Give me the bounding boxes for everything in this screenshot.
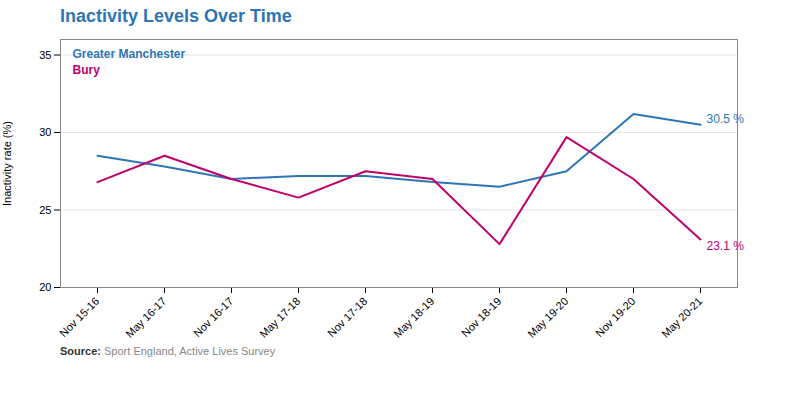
html-text:Source: Sport England, Active: Source: Sport England, Active Lives Surv… [60, 345, 276, 357]
svg-text:Nov 19-20: Nov 19-20 [593, 295, 637, 339]
svg-text:Nov 15-16: Nov 15-16 [57, 295, 101, 339]
svg-text:May 18-19: May 18-19 [391, 295, 436, 340]
html-text:Inactivity Levels Over Time: Inactivity Levels Over Time [60, 6, 292, 26]
svg-text:23.1 %: 23.1 % [707, 239, 745, 253]
svg-text:Inactivity rate (%): Inactivity rate (%) [1, 121, 13, 206]
svg-text:May 17-18: May 17-18 [257, 295, 302, 340]
svg-text:Bury: Bury [73, 63, 101, 77]
svg-text:30.5 %: 30.5 % [707, 112, 745, 126]
svg-text:30: 30 [39, 126, 51, 138]
svg-text:25: 25 [39, 204, 51, 216]
svg-text:May 20-21: May 20-21 [659, 295, 704, 340]
svg-text:20: 20 [39, 281, 51, 293]
svg-text:Nov 17-18: Nov 17-18 [325, 295, 369, 339]
svg-text:35: 35 [39, 49, 51, 61]
svg-text:May 19-20: May 19-20 [525, 295, 570, 340]
svg-text:Nov 18-19: Nov 18-19 [459, 295, 503, 339]
svg-text:Nov 16-17: Nov 16-17 [191, 295, 235, 339]
svg-text:May 16-17: May 16-17 [123, 295, 168, 340]
svg-text:Greater Manchester: Greater Manchester [73, 47, 186, 61]
